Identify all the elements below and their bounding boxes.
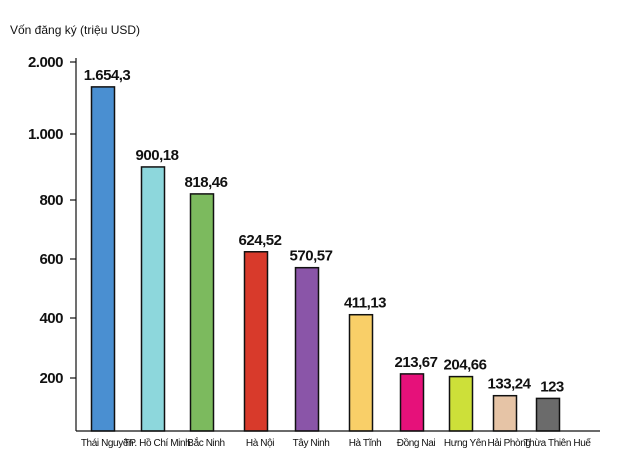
bars: [90, 86, 561, 432]
data-label: 818,46: [185, 174, 228, 191]
y-tick-label: 2.000: [28, 54, 63, 71]
y-axis-title: Vốn đăng ký (triệu USD): [10, 23, 140, 37]
category-label: Thừa Thiên Huế: [523, 437, 591, 449]
data-label: 411,13: [344, 295, 386, 312]
data-label: 204,66: [444, 357, 487, 374]
bar: [243, 251, 269, 432]
bar: [492, 394, 518, 432]
category-label: Thái Nguyên: [81, 438, 133, 449]
category-label: Hà Nội: [246, 438, 274, 449]
category-label: Tây Ninh: [293, 438, 330, 449]
data-label: 1.654,3: [84, 67, 131, 84]
category-label: Hưng Yên: [444, 438, 486, 449]
data-label: 123: [540, 378, 564, 395]
bar: [399, 373, 425, 432]
bar: [90, 86, 116, 432]
data-label: 624,52: [239, 232, 282, 249]
category-label: Hải Phòng: [487, 438, 530, 449]
y-tick-label: 1.000: [28, 126, 63, 143]
y-tick-label: 200: [39, 370, 63, 387]
category-label: Bắc Ninh: [187, 436, 224, 449]
bar: [294, 266, 320, 432]
data-label: 213,67: [395, 354, 438, 371]
bar: [535, 397, 561, 432]
category-label: Đồng Nai: [397, 437, 436, 449]
bar: [189, 193, 215, 432]
data-label: 570,57: [290, 248, 333, 265]
data-label: 133,24: [488, 376, 532, 393]
data-label: 900,18: [136, 147, 179, 164]
bar: [348, 313, 374, 432]
bar: [448, 375, 474, 432]
y-tick-label: 800: [39, 192, 63, 209]
bar: [140, 166, 166, 432]
y-tick-label: 600: [39, 251, 63, 268]
category-label: TP. Hồ Chí Minh: [124, 437, 191, 449]
category-label: Hà Tĩnh: [349, 438, 382, 449]
data-labels: 1.654,3 900,18 818,46 624,52 570,57 411,13 213…: [84, 67, 565, 396]
y-axis-ticks: 200 400 600 800 1.000 2.000: [28, 54, 76, 387]
y-tick-label: 400: [39, 310, 63, 327]
